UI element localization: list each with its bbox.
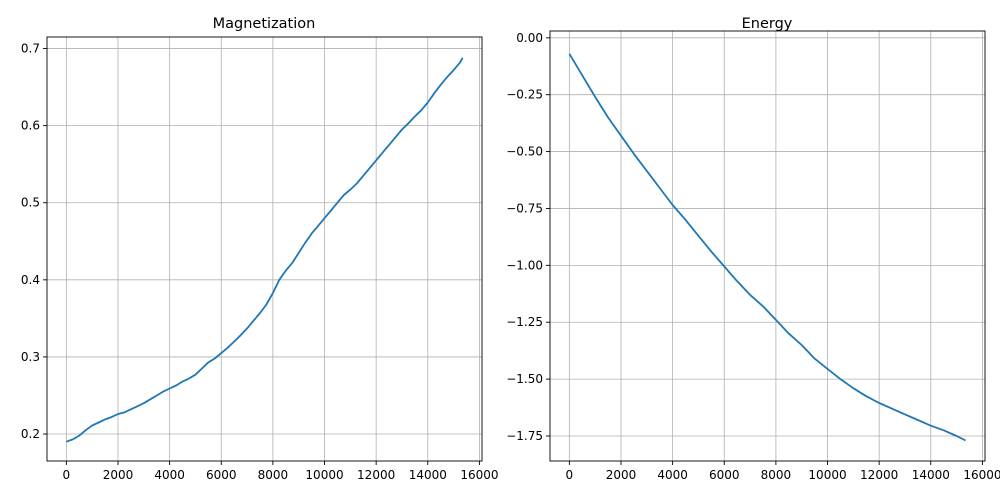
chart-title: Energy: [742, 16, 793, 32]
x-tick-label: 10000: [305, 468, 343, 482]
x-tick-label: 8000: [761, 468, 792, 482]
y-tick-label: −1.25: [506, 315, 543, 329]
x-tick-label: 2000: [606, 468, 637, 482]
x-tick-label: 0: [63, 468, 71, 482]
x-tick-label: 2000: [103, 468, 134, 482]
x-tick-label: 12000: [357, 468, 395, 482]
magnetization-chart: Magnetization 0 2000 4000 6000 8000 10000 1200…: [21, 16, 499, 482]
x-tick-label: 16000: [460, 468, 498, 482]
y-tick-label: −1.50: [506, 372, 543, 386]
x-tick-label: 16000: [963, 468, 1000, 482]
y-tick-label: −0.25: [506, 88, 543, 102]
energy-chart: Energy 0 2000 4000 6000 8000 10000 12000 14000 1…: [506, 16, 1000, 482]
y-tick-label: −1.75: [506, 429, 543, 443]
x-tick-label: 14000: [912, 468, 950, 482]
y-tick-label: 0.4: [21, 273, 40, 287]
series-line: [66, 57, 464, 443]
y-tick-label: 0.3: [21, 350, 40, 364]
grid: [550, 31, 985, 461]
plot-frame: [46, 36, 483, 462]
series-line: [568, 53, 967, 442]
chart-title: Magnetization: [213, 16, 316, 32]
y-tick-label: 0.2: [21, 427, 40, 441]
x-tick-label: 8000: [258, 468, 289, 482]
y-tick-label: 0.00: [516, 31, 543, 45]
y-tick-label: 0.5: [21, 196, 40, 210]
x-tick-label: 14000: [409, 468, 447, 482]
x-tick-label: 0: [566, 468, 574, 482]
y-tick-label: −0.50: [506, 145, 543, 159]
x-tick-label: 4000: [154, 468, 185, 482]
x-tick-label: 6000: [206, 468, 237, 482]
y-tick-label: −0.75: [506, 201, 543, 215]
x-tick-label: 4000: [657, 468, 688, 482]
x-tick-label: 12000: [860, 468, 898, 482]
x-tick-label: 10000: [808, 468, 846, 482]
plot-frame: [549, 30, 986, 462]
y-tick-label: 0.7: [21, 42, 40, 56]
grid: [47, 37, 482, 461]
y-tick-label: 0.6: [21, 119, 40, 133]
y-tick-label: −1.00: [506, 258, 543, 272]
x-tick-label: 6000: [709, 468, 740, 482]
